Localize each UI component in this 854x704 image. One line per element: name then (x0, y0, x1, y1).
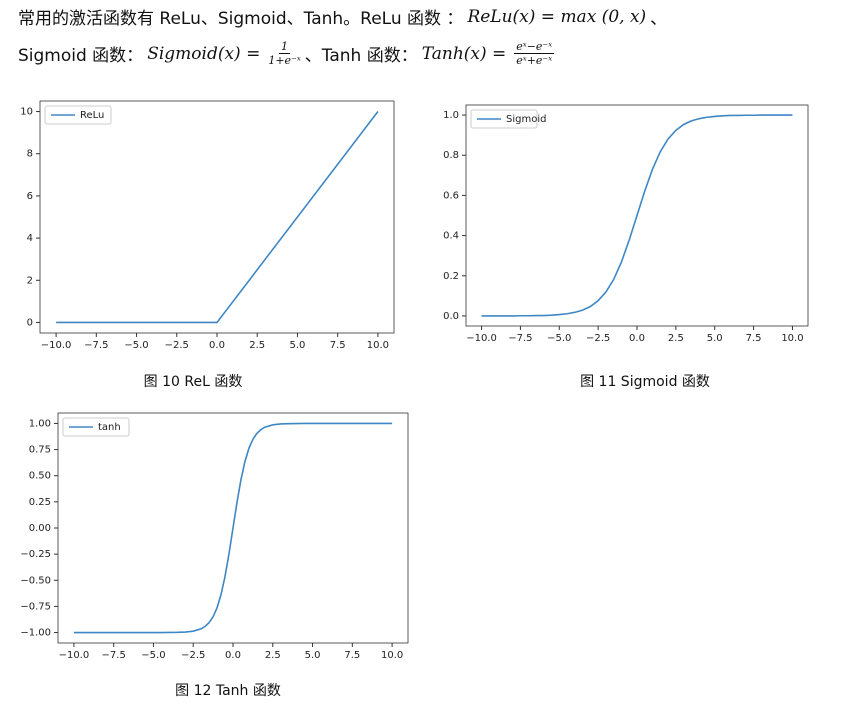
text: 、Tanh 函数： (304, 46, 418, 66)
x-tick-label: 10.0 (367, 340, 389, 351)
y-tick-label: 0.8 (443, 150, 459, 161)
legend-box (470, 109, 538, 129)
y-tick-label: 0.6 (443, 190, 459, 201)
y-tick-label: 0.25 (29, 497, 51, 508)
x-tick-label: −2.5 (586, 333, 610, 344)
y-tick-label: 2 (27, 275, 33, 286)
x-tick-label: 0.0 (209, 340, 225, 351)
caption: 图 11 Sigmoid 函数 (580, 374, 710, 390)
y-tick-label: 6 (27, 191, 33, 202)
y-tick-label: 4 (27, 233, 33, 244)
x-tick-label: 5.0 (290, 340, 306, 351)
y-tick-label: 0.50 (29, 471, 51, 482)
x-tick-label: −7.5 (84, 340, 108, 351)
y-tick-label: 0.00 (29, 523, 51, 534)
x-tick-label: 5.0 (707, 333, 723, 344)
y-tick-label: 0.4 (443, 231, 459, 242)
x-tick-label: 7.5 (330, 340, 346, 351)
formula: ReLu(x) = max (0, x) (467, 6, 647, 27)
x-tick-label: 7.5 (344, 650, 360, 661)
denominator: eˣ+e⁻ˣ (516, 54, 553, 67)
fraction: 1 1+e⁻ˣ (268, 40, 300, 67)
y-tick-label: 10 (20, 107, 33, 118)
x-tick-label: 7.5 (746, 333, 762, 344)
y-tick-label: 1.0 (443, 110, 459, 121)
x-tick-label: −10.0 (41, 340, 72, 351)
denominator: 1+e⁻ˣ (268, 54, 301, 67)
paragraph: Sigmoid 函数： Sigmoid(x) = 1 1+e⁻ˣ 、Tanh 函数… (18, 40, 558, 67)
y-tick-label: −1.00 (20, 628, 51, 639)
fraction: eˣ−e⁻ˣ eˣ+e⁻ˣ (514, 40, 555, 67)
paragraph: 常用的激活函数有 ReLu、Sigmoid、Tanh。ReLu 函数 ： ReL… (18, 4, 668, 30)
line (481, 114, 793, 317)
caption: 图 10 ReL 函数 (144, 374, 243, 390)
y-tick-label: 0 (27, 317, 33, 328)
line (73, 422, 393, 634)
x-tick-label: 0.0 (225, 650, 241, 661)
y-tick-label: −0.50 (20, 575, 51, 586)
text: Sigmoid 函数： (18, 46, 144, 66)
x-tick-label: 2.5 (265, 650, 281, 661)
legend-box (44, 105, 112, 125)
line (56, 111, 379, 324)
formula: Sigmoid(x) = (147, 43, 261, 64)
y-tick-label: 0.2 (443, 271, 459, 282)
x-tick-label: −7.5 (102, 650, 126, 661)
x-tick-label: −10.0 (466, 333, 497, 344)
y-tick-label: −0.25 (20, 549, 51, 560)
x-tick-label: −7.5 (508, 333, 532, 344)
x-tick-label: 2.5 (668, 333, 684, 344)
x-tick-label: −5.0 (141, 650, 165, 661)
text: 、 (650, 9, 668, 29)
x-tick-label: −2.5 (181, 650, 205, 661)
x-tick-label: −2.5 (165, 340, 189, 351)
plot-frame (39, 100, 395, 334)
y-tick-label: 8 (27, 149, 33, 160)
x-tick-label: 0.0 (629, 333, 645, 344)
y-tick-label: 0.75 (29, 445, 51, 456)
caption: 图 12 Tanh 函数 (175, 683, 281, 699)
numerator: eˣ−e⁻ˣ (514, 40, 555, 54)
legend-box (62, 417, 130, 437)
y-tick-label: 1.00 (29, 418, 51, 429)
text: 常用的激活函数有 ReLu、Sigmoid、Tanh。ReLu 函数 ： (18, 9, 464, 29)
y-tick-label: 0.0 (443, 311, 459, 322)
numerator: 1 (279, 40, 291, 54)
x-tick-label: 2.5 (249, 340, 265, 351)
formula: Tanh(x) = (421, 43, 507, 64)
x-tick-label: −5.0 (547, 333, 571, 344)
x-tick-label: 10.0 (381, 650, 403, 661)
y-tick-label: −0.75 (20, 601, 51, 612)
legend-label: ReLu (80, 110, 104, 121)
x-tick-label: 5.0 (305, 650, 321, 661)
legend-label: tanh (98, 422, 121, 433)
legend-label: Sigmoid (506, 114, 546, 125)
x-tick-label: −5.0 (124, 340, 148, 351)
x-tick-label: 10.0 (781, 333, 803, 344)
x-tick-label: −10.0 (59, 650, 90, 661)
